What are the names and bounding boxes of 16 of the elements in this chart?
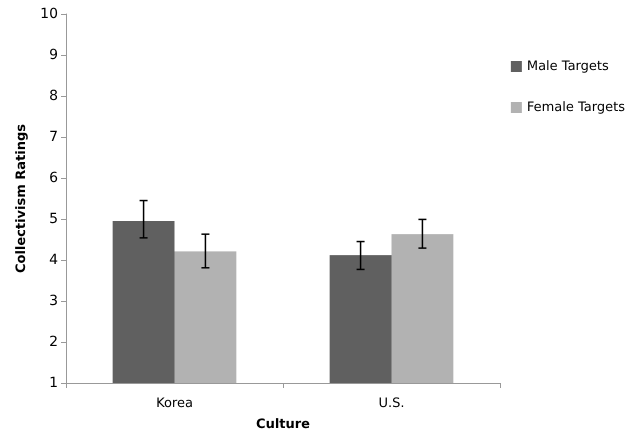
y-tick-label: 6 — [49, 170, 58, 186]
legend-label: Male Targets — [526, 59, 610, 74]
y-tick-label: 2 — [49, 334, 58, 350]
y-axis-title: Collectivism Ratings — [14, 124, 29, 274]
x-tick-label: U.S. — [378, 396, 405, 411]
legend-label: Female Targets — [526, 100, 626, 115]
y-tick-label: 8 — [49, 88, 58, 104]
y-tick-label: 5 — [49, 211, 58, 227]
y-tick-label: 3 — [49, 293, 58, 309]
x-tick-label: Korea — [156, 396, 193, 411]
y-tick-label: 9 — [49, 47, 58, 63]
y-tick-label: 4 — [49, 252, 58, 268]
y-tick-label: 7 — [49, 129, 58, 145]
y-tick-label: 10 — [40, 6, 58, 22]
x-axis-title: Culture — [256, 417, 310, 432]
y-tick-label: 1 — [49, 375, 58, 391]
